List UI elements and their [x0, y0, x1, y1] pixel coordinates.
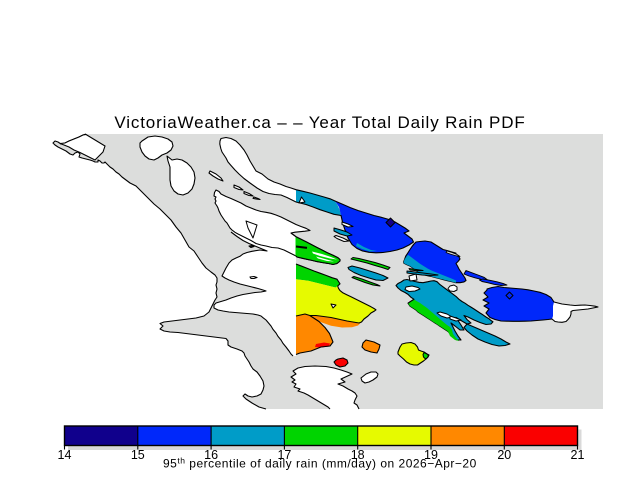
- svg-text:VictoriaWeather.ca – – Year To: VictoriaWeather.ca – – Year Total Daily …: [114, 113, 525, 132]
- svg-text:20: 20: [497, 448, 511, 462]
- svg-text:17: 17: [277, 448, 291, 462]
- svg-text:18: 18: [351, 448, 365, 462]
- svg-text:21: 21: [571, 448, 585, 462]
- svg-text:95th percentile of daily rain: 95th percentile of daily rain (mm/day) o…: [163, 456, 477, 471]
- svg-text:16: 16: [204, 448, 218, 462]
- svg-text:14: 14: [58, 448, 72, 462]
- svg-text:19: 19: [424, 448, 438, 462]
- svg-text:15: 15: [131, 448, 145, 462]
